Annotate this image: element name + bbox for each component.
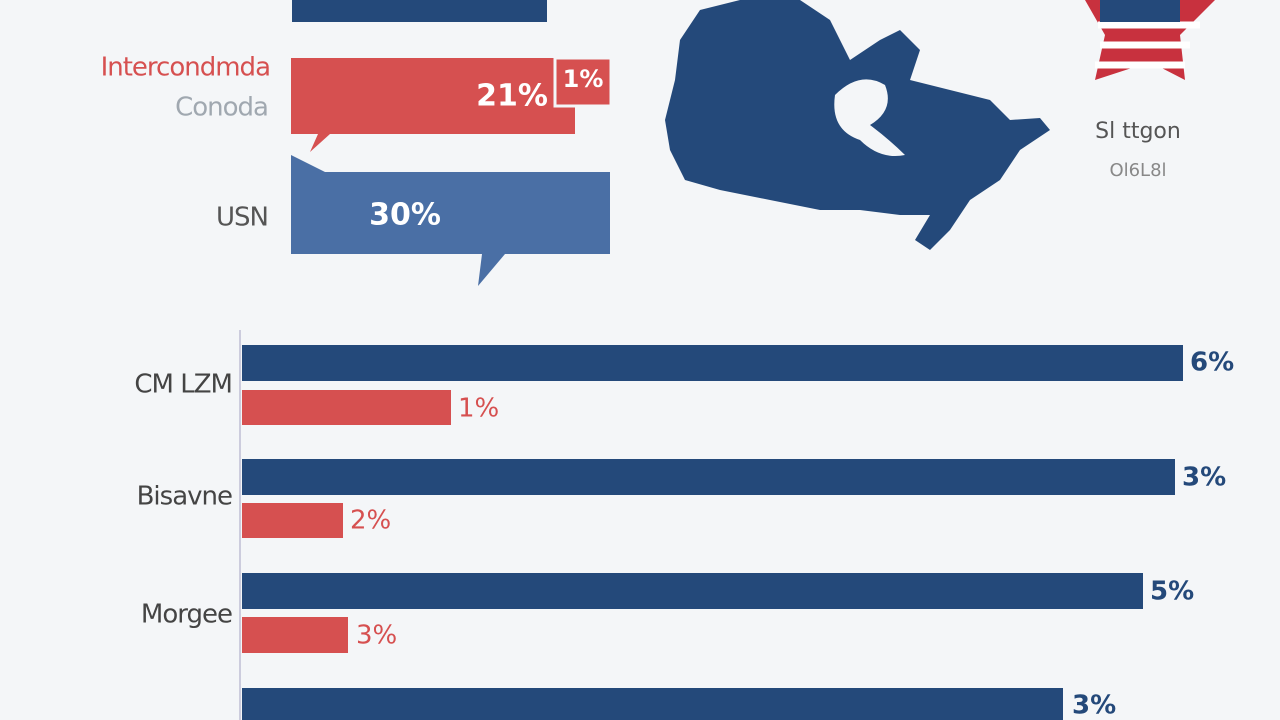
header-title: Intercondmda (101, 53, 270, 83)
flag-stripes (1095, 21, 1200, 69)
usn-callout-box (291, 155, 610, 286)
bar-value: 5% (1150, 577, 1194, 607)
canada-value: 21% (476, 79, 548, 114)
canada-side-value: 1% (563, 65, 604, 93)
usn-value: 30% (369, 198, 441, 233)
bar-secondary (242, 390, 451, 425)
map-label: Sl ttgon (1095, 119, 1181, 144)
bar-primary (242, 573, 1143, 609)
row-label: CM LZM (134, 370, 232, 400)
bar-value: 3% (356, 621, 397, 651)
bar-value: 3% (1182, 463, 1226, 493)
map-bay (834, 79, 905, 156)
canada-side-box (553, 56, 613, 108)
top-bar (292, 0, 547, 22)
bar-secondary (242, 503, 343, 538)
flag-canton (1100, 0, 1180, 22)
row-label: Morgee (141, 600, 232, 630)
bar-value: 2% (350, 506, 391, 536)
bar-secondary (242, 617, 348, 653)
bar-primary (242, 345, 1183, 381)
bar-primary (242, 688, 1063, 720)
bar-value: 3% (1072, 691, 1116, 720)
row-label: Bisavne (137, 482, 232, 512)
map-sublabel: Ol6L8l (1109, 160, 1166, 181)
canada-callout-box (291, 58, 575, 152)
bar-value: 6% (1190, 348, 1234, 378)
header-subtitle: Conoda (175, 93, 268, 123)
bar-value: 1% (458, 394, 499, 424)
bar-primary (242, 459, 1175, 495)
usn-label: USN (216, 203, 268, 233)
